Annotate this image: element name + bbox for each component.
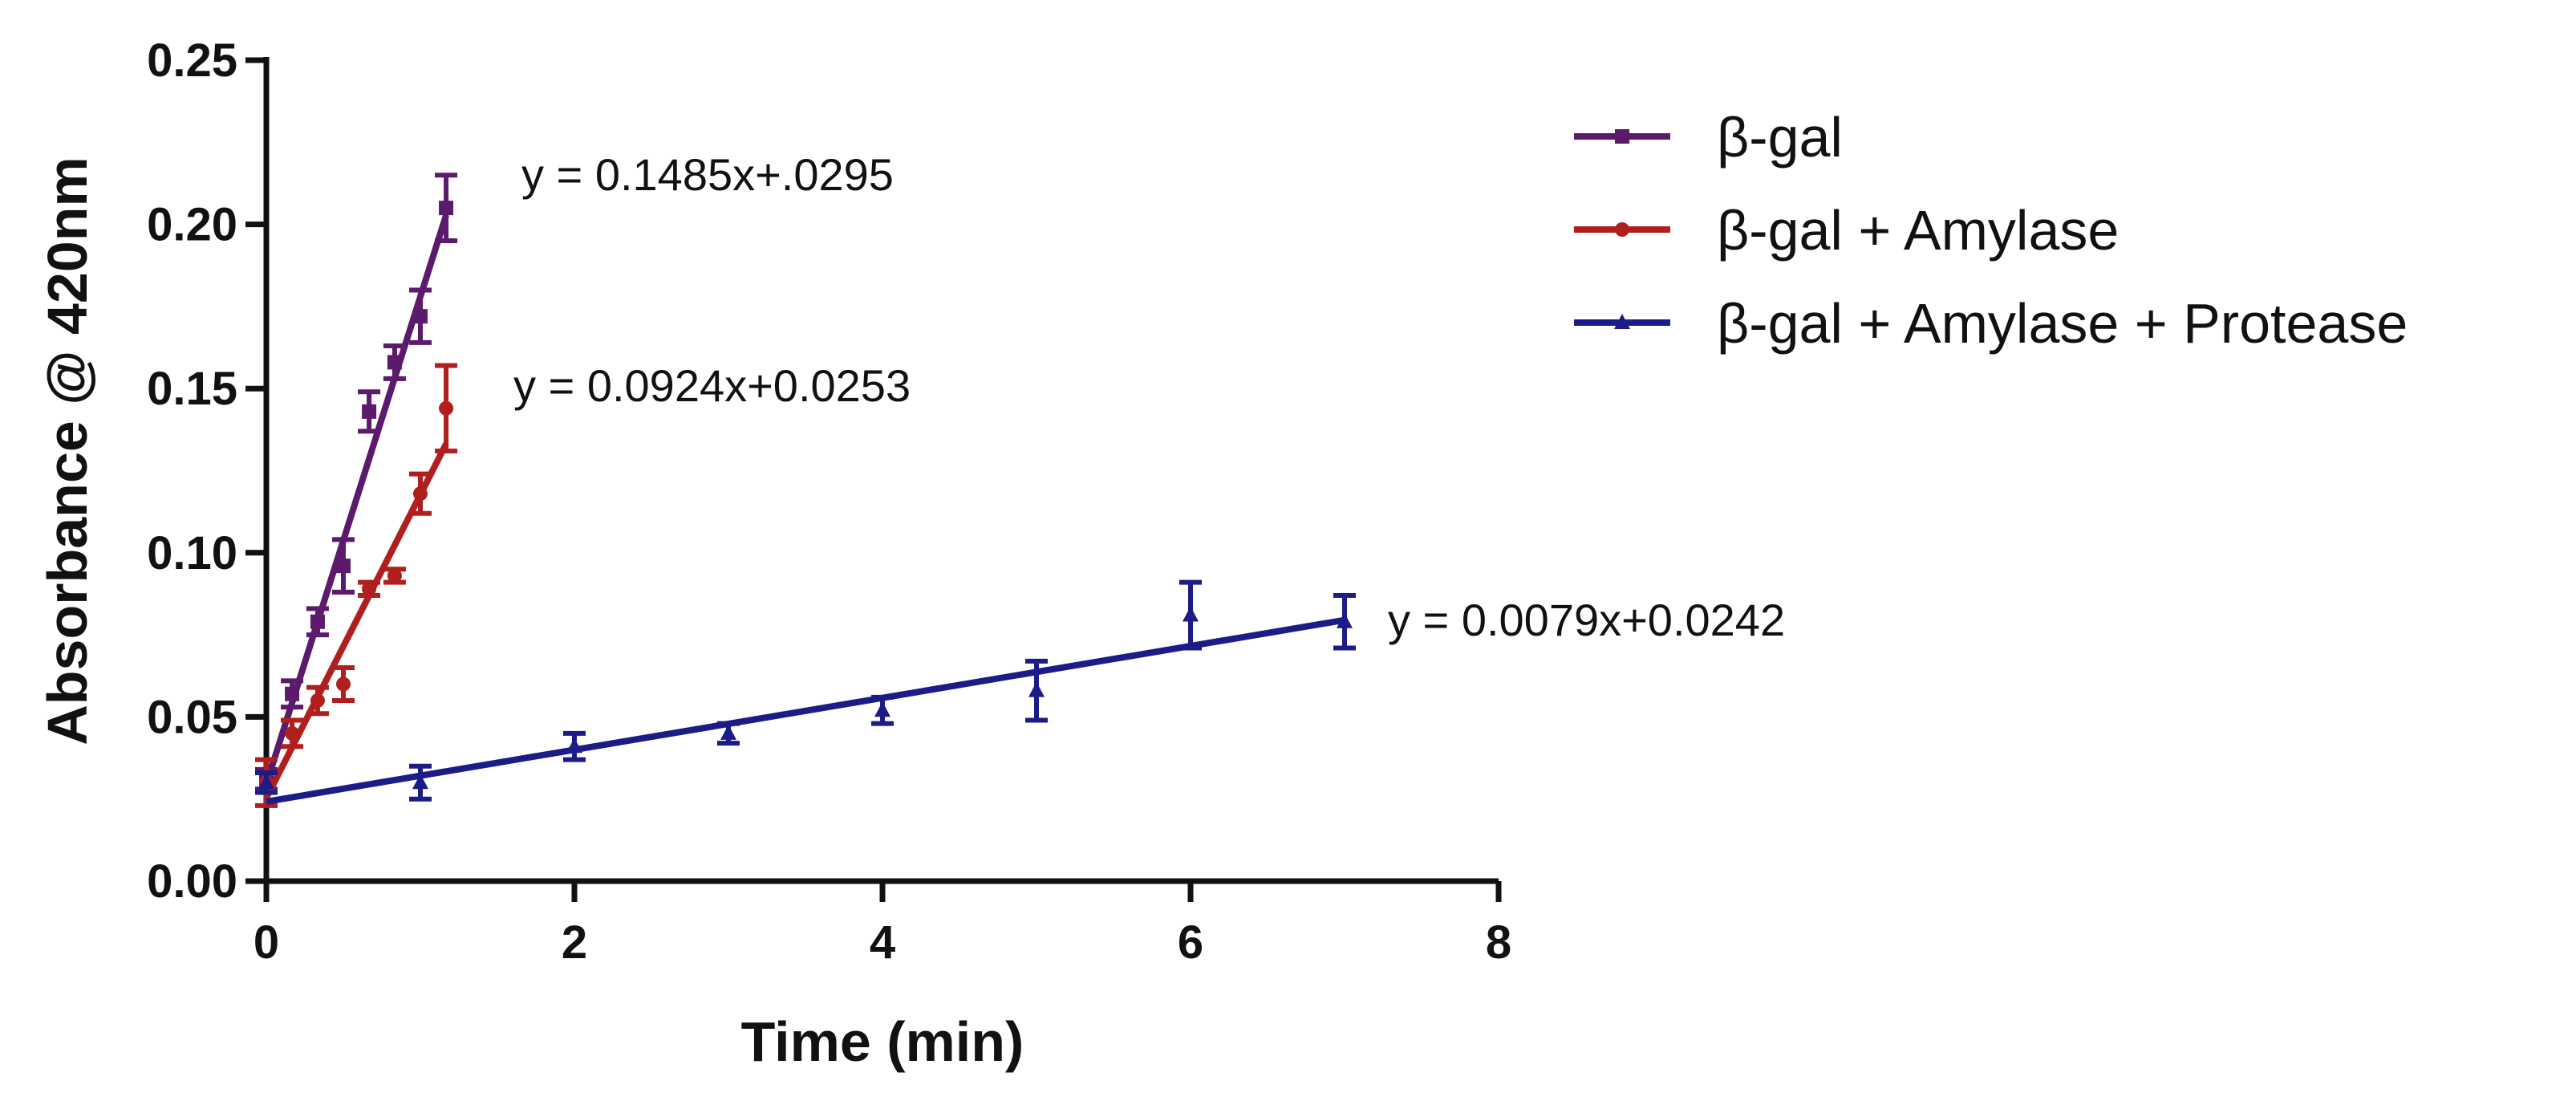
legend-marker-series-1 — [1615, 222, 1629, 237]
data-point-series-2 — [412, 774, 428, 790]
x-tick-label: 8 — [1486, 916, 1511, 969]
data-point-series-2 — [1183, 606, 1199, 622]
y-tick-label: 0.25 — [147, 35, 237, 87]
data-point-series-0 — [439, 201, 454, 216]
data-point-series-1 — [362, 581, 377, 596]
data-point-series-0 — [336, 559, 351, 574]
x-tick-label: 4 — [870, 916, 895, 969]
y-tick-label: 0.05 — [147, 691, 237, 743]
data-point-series-2 — [874, 701, 890, 717]
y-tick-label: 0.00 — [147, 855, 237, 908]
data-point-series-2 — [720, 724, 736, 740]
y-tick-label: 0.15 — [147, 363, 237, 415]
data-point-series-1 — [413, 486, 428, 502]
data-point-series-2 — [258, 774, 274, 790]
fit-line-series-2 — [266, 616, 1345, 805]
x-tick-label: 6 — [1178, 916, 1203, 969]
data-point-series-1 — [439, 400, 454, 416]
data-point-series-2 — [1337, 612, 1353, 628]
y-tick-label: 0.20 — [147, 199, 237, 251]
legend-label-series-0: β-gal — [1717, 106, 1843, 169]
fit-equation-series-0: y = 0.1485x+.0295 — [521, 149, 894, 200]
data-point-series-0 — [413, 309, 428, 324]
data-point-series-0 — [310, 614, 325, 629]
data-point-series-0 — [285, 686, 300, 701]
data-point-series-2 — [566, 737, 582, 754]
data-point-series-1 — [285, 725, 300, 741]
data-point-series-0 — [362, 404, 377, 419]
data-point-series-0 — [387, 355, 402, 370]
x-axis-title: Time (min) — [741, 1010, 1024, 1073]
data-point-series-1 — [310, 693, 325, 708]
y-tick-label: 0.10 — [147, 527, 237, 579]
legend-marker-series-0 — [1615, 129, 1629, 144]
fit-equation-series-2: y = 0.0079x+0.0242 — [1388, 595, 1785, 645]
x-tick-label: 0 — [254, 916, 279, 969]
legend-label-series-1: β-gal + Amylase — [1717, 199, 2119, 262]
data-point-series-1 — [387, 568, 402, 583]
x-tick-label: 2 — [562, 916, 587, 969]
legend-label-series-2: β-gal + Amylase + Protease — [1717, 292, 2408, 355]
fit-equation-series-1: y = 0.0924x+0.0253 — [513, 360, 911, 411]
y-axis-title: Absorbance @ 420nm — [36, 156, 99, 746]
data-point-series-2 — [1028, 681, 1045, 697]
data-point-series-1 — [336, 676, 351, 692]
legend-marker-series-2 — [1614, 314, 1630, 329]
